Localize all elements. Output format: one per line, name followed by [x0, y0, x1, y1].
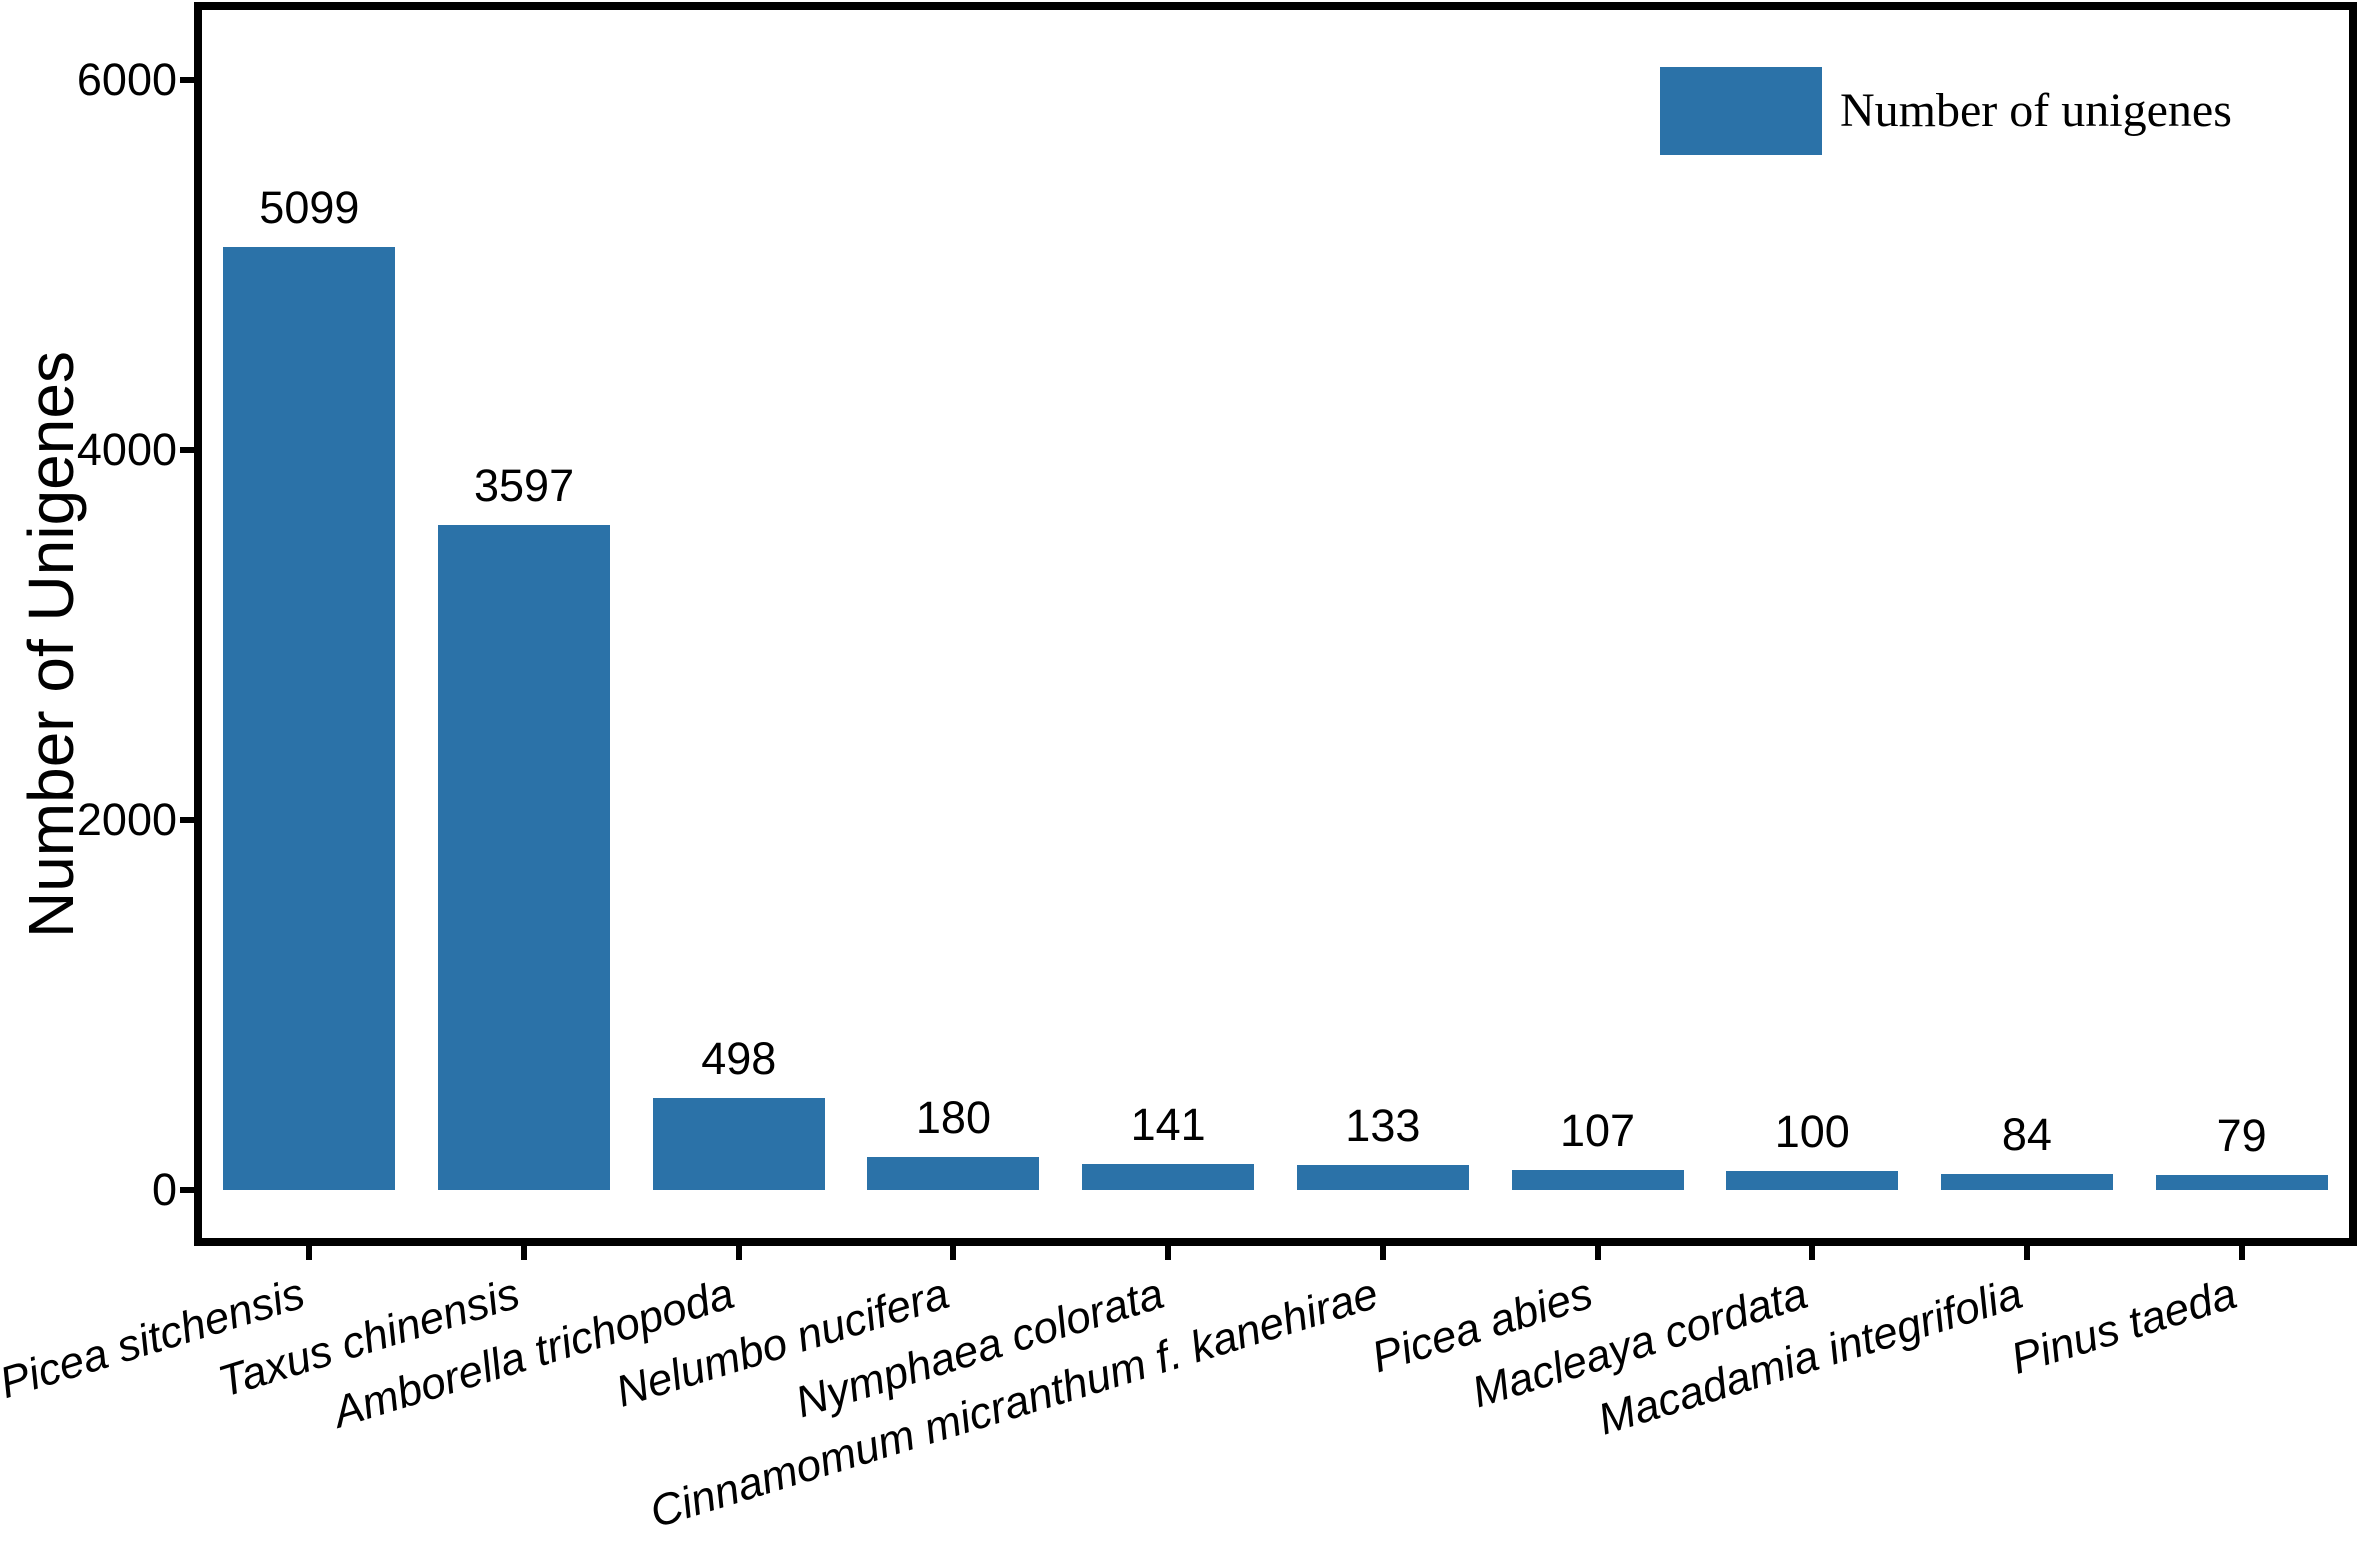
bar-1	[223, 246, 396, 1190]
bar-value-label: 133	[1345, 1100, 1421, 1152]
y-tick-mark	[180, 77, 194, 84]
y-tick-label: 2000	[76, 794, 177, 846]
y-tick-mark	[180, 817, 194, 824]
bar-value-label: 5099	[259, 181, 360, 233]
bar-value-label: 141	[1130, 1098, 1206, 1150]
bar-value-label: 100	[1774, 1106, 1850, 1158]
plot-area: 5099 3597 498 180 141 133 107 100 84 79	[194, 2, 2357, 1246]
bar-value-label: 3597	[473, 459, 575, 511]
bar-value-label: 84	[2001, 1109, 2052, 1161]
bar-3	[652, 1097, 825, 1190]
y-tick-mark	[180, 1186, 194, 1193]
bar-7	[1511, 1170, 1684, 1190]
bar-8	[1726, 1171, 1899, 1190]
x-tick-mark	[2023, 1246, 2030, 1260]
bar-5	[1082, 1163, 1255, 1190]
x-tick-mark	[1165, 1246, 1172, 1260]
x-tick-label: Pinus taeda	[2005, 1268, 2243, 1384]
x-tick-mark	[950, 1246, 957, 1260]
bar-value-label: 498	[701, 1032, 777, 1084]
bar-value-label: 79	[2216, 1110, 2267, 1162]
bar-4	[867, 1156, 1040, 1190]
legend-swatch	[1660, 67, 1822, 155]
x-tick-mark	[521, 1246, 528, 1260]
y-tick-label: 0	[151, 1163, 177, 1215]
y-tick-label: 4000	[76, 424, 177, 476]
bar-2	[438, 524, 611, 1190]
bar-9	[1940, 1174, 2113, 1190]
x-tick-mark	[306, 1246, 313, 1260]
y-tick-mark	[180, 447, 194, 454]
legend-label: Number of unigenes	[1840, 84, 2232, 137]
x-tick-mark	[735, 1246, 742, 1260]
y-tick-label: 6000	[76, 54, 177, 106]
x-tick-label: Cinnamomum micranthum f. kanehirae	[644, 1268, 1384, 1538]
x-tick-mark	[1594, 1246, 1601, 1260]
bar-value-label: 180	[915, 1091, 991, 1143]
x-tick-mark	[2238, 1246, 2245, 1260]
x-tick-mark	[1809, 1246, 1816, 1260]
bar-value-label: 107	[1560, 1105, 1636, 1157]
bar-6	[1296, 1165, 1469, 1190]
legend: Number of unigenes	[1660, 67, 2232, 155]
x-tick-mark	[1379, 1246, 1386, 1260]
y-axis-title: Number of Unigenes	[15, 351, 87, 938]
bar-10	[2155, 1175, 2328, 1190]
